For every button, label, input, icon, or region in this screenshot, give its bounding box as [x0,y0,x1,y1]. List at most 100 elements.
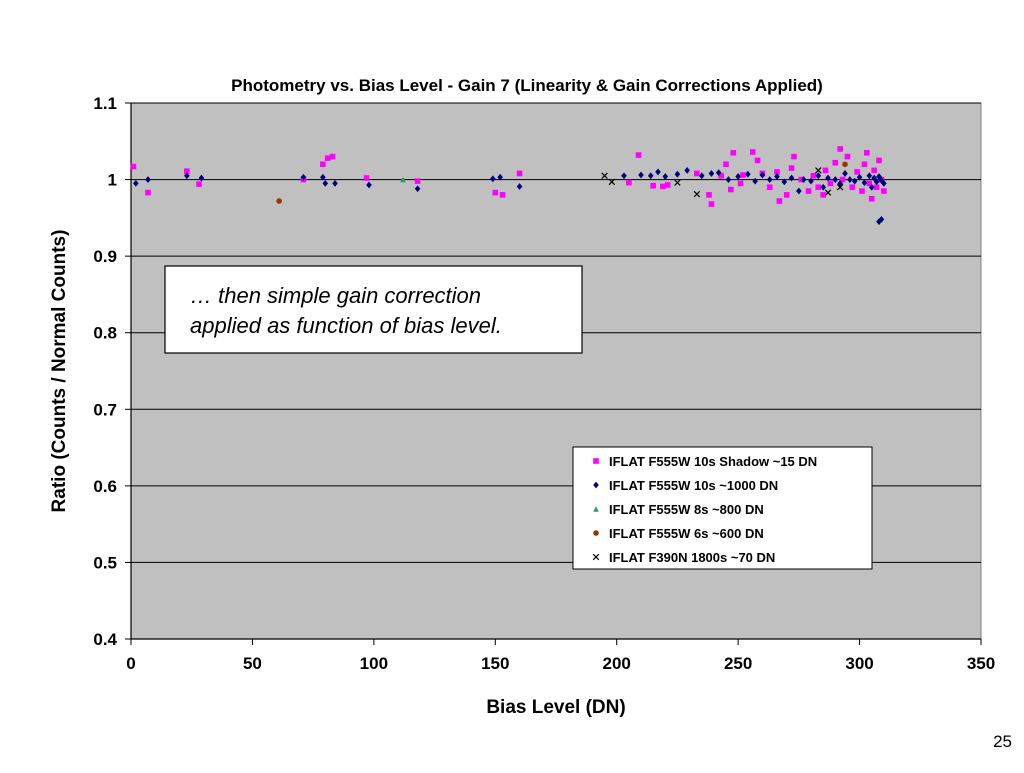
data-point [759,171,766,179]
data-point [300,173,307,181]
data-point [825,174,831,182]
data-point [871,167,877,174]
data-point [608,178,616,186]
y-tick-label: 0.6 [93,477,117,496]
data-point [725,176,732,183]
legend: IFLAT F555W 10s Shadow ~15 DN IFLAT F555W… [572,446,873,570]
data-point [198,174,205,182]
data-point [774,169,780,175]
data-point [708,201,715,207]
legend-item: IFLAT F555W 10s Shadow ~15 DN [593,454,817,469]
data-point [708,170,715,177]
data-point [766,184,773,191]
x-tick-label: 100 [360,654,388,673]
data-point [822,167,829,174]
y-tick-label: 1.1 [93,94,117,113]
data-point [715,169,722,177]
legend-box [572,446,873,570]
data-point [766,176,773,183]
legend-marker [592,553,600,561]
data-point [878,215,885,223]
data-point [196,181,202,187]
data-point [836,184,844,191]
x-tick-label: 0 [126,654,135,673]
data-point [805,188,812,194]
data-point [414,185,421,193]
y-axis-ticks: 0.4 0.5 0.6 0.7 0.8 0.9 1 1.1 [93,94,131,649]
data-point [864,149,870,156]
data-point [820,183,826,191]
data-point [842,161,848,168]
data-point [868,195,875,202]
data-point [516,183,523,190]
data-point [859,188,865,194]
data-point [516,170,523,177]
series-1 [130,146,887,207]
legend-item: IFLAT F555W 8s ~800 DN [593,502,764,517]
y-tick-label: 0.9 [93,247,117,266]
data-point [808,177,814,185]
data-point [664,182,671,188]
data-point [647,172,654,180]
data-point [698,172,705,180]
data-point [839,176,846,183]
legend-label: IFLAT F555W 10s Shadow ~15 DN [609,454,817,469]
data-point [674,170,681,178]
legend-marker [593,506,599,512]
data-point [366,181,372,189]
data-point [783,192,790,198]
data-point [788,165,795,171]
data-point [774,173,780,180]
data-point [842,170,848,177]
data-point [694,170,700,177]
callout-box: … then simple gain correction applied as… [164,265,583,354]
data-point [601,172,608,179]
callout-frame [164,265,583,354]
legend-label: IFLAT F555W 8s ~800 DN [609,502,764,517]
data-point [184,168,190,174]
page-number: 25 [993,732,1012,751]
data-point [861,179,868,187]
data-point [745,170,751,178]
data-point [184,172,190,180]
data-point [781,178,788,186]
data-point [621,172,627,180]
y-tick-label: 0.8 [93,324,117,343]
data-point [820,192,826,198]
legend-item: IFLAT F390N 1800s ~70 DN [592,550,775,565]
data-point [145,189,151,196]
data-point [320,173,326,181]
data-point [723,161,729,168]
data-point [788,174,795,182]
callout-line-2: applied as function of bias level. [190,313,502,338]
data-point [776,198,783,204]
data-point [635,152,642,158]
data-point [655,168,661,176]
x-axis-ticks: 0 50 100 150 200 250 300 350 [126,639,995,673]
y-tick-label: 0.4 [93,630,117,649]
data-point [851,177,858,185]
data-point [815,167,822,174]
data-point [363,175,370,181]
data-point [660,183,666,190]
y-axis-title: Ratio (Counts / Normal Counts) [49,230,70,513]
legend-label: IFLAT F555W 10s ~1000 DN [609,478,778,493]
x-tick-label: 50 [243,654,262,673]
legend-marker [593,530,599,536]
data-point [832,176,839,183]
data-point [754,157,761,164]
data-point [133,180,139,187]
data-point [718,172,724,179]
y-tick-label: 1 [108,171,117,190]
data-point [329,153,336,160]
data-point [324,155,331,161]
data-point [674,179,681,186]
data-point [866,172,873,180]
x-tick-label: 250 [724,654,752,673]
data-point [650,182,656,189]
data-point [414,178,421,184]
callout-line-1: … then simple gain correction [190,283,481,308]
data-point [876,173,882,180]
